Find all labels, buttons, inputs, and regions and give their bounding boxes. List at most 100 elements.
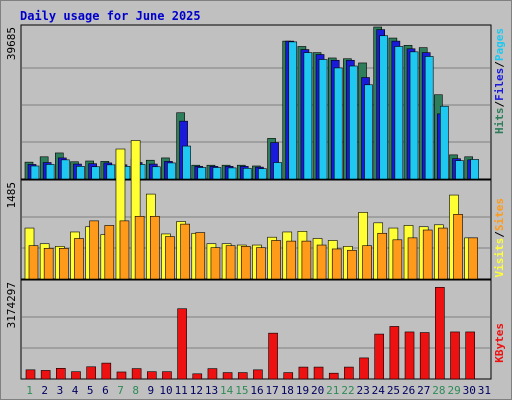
bar-kbytes-day-29 [450, 331, 460, 380]
day-label-31: 31 [478, 384, 491, 397]
bar-sites-day-16 [256, 247, 266, 280]
bar-kbytes-day-6 [101, 362, 112, 380]
bar-kbytes-day-13 [207, 368, 218, 380]
day-label-7: 7 [117, 384, 124, 397]
bar-kbytes-day-17 [268, 332, 278, 380]
bar-pages-day-20 [318, 59, 328, 180]
bar-sites-day-15 [240, 246, 251, 280]
day-label-20: 20 [311, 384, 324, 397]
bar-sites-day-10 [165, 236, 175, 280]
bar-pages-day-4 [76, 166, 85, 180]
bar-pages-day-3 [61, 159, 70, 180]
bar-kbytes-day-21 [328, 372, 339, 380]
bar-kbytes-day-9 [146, 371, 157, 380]
bar-kbytes-day-28 [435, 287, 445, 380]
bar-sites-day-24 [377, 232, 388, 280]
day-label-2: 2 [41, 384, 48, 397]
chart-title: Daily usage for June 2025 [20, 9, 201, 23]
bar-kbytes-day-22 [344, 366, 354, 380]
day-label-1: 1 [26, 384, 33, 397]
day-label-9: 9 [148, 384, 155, 397]
bar-sites-day-11 [180, 223, 190, 280]
bar-pages-day-5 [91, 166, 100, 180]
bar-sites-day-29 [453, 214, 463, 280]
bar-sites-day-6 [104, 225, 115, 280]
day-label-28: 28 [432, 384, 445, 397]
bar-sites-day-25 [392, 239, 403, 280]
bar-pages-day-18 [288, 41, 298, 180]
day-label-27: 27 [417, 384, 430, 397]
bar-pages-day-19 [303, 52, 313, 180]
day-label-18: 18 [281, 384, 294, 397]
bar-sites-day-21 [331, 248, 342, 280]
day-label-25: 25 [387, 384, 400, 397]
day-label-8: 8 [132, 384, 139, 397]
bar-pages-day-6 [106, 164, 116, 180]
bar-pages-day-1 [30, 165, 40, 180]
bar-sites-day-3 [59, 247, 69, 280]
day-label-30: 30 [463, 384, 476, 397]
bar-kbytes-day-23 [359, 357, 369, 380]
bar-pages-day-10 [167, 162, 176, 180]
bar-kbytes-day-3 [56, 368, 66, 380]
bar-kbytes-day-5 [86, 366, 96, 380]
day-label-10: 10 [159, 384, 172, 397]
bar-pages-day-16 [258, 168, 267, 180]
bar-kbytes-day-11 [177, 308, 187, 380]
bar-sites-day-4 [74, 238, 84, 280]
bar-pages-day-15 [242, 167, 252, 180]
day-label-14: 14 [220, 384, 234, 397]
bar-pages-day-12 [197, 167, 207, 180]
bar-pages-day-28 [440, 105, 449, 180]
bar-kbytes-day-25 [389, 326, 400, 380]
bar-pages-day-30 [470, 159, 479, 180]
day-label-4: 4 [72, 384, 79, 397]
bar-pages-day-24 [379, 35, 389, 180]
bar-kbytes-day-26 [404, 331, 415, 380]
bar-pages-day-29 [455, 160, 464, 180]
bar-kbytes-day-19 [298, 366, 309, 380]
day-label-29: 29 [447, 384, 460, 397]
bar-kbytes-day-15 [237, 372, 248, 380]
bar-kbytes-day-1 [25, 369, 36, 380]
day-label-15: 15 [235, 384, 248, 397]
day-label-11: 11 [175, 384, 188, 397]
bar-sites-day-2 [43, 247, 54, 280]
bar-kbytes-day-2 [40, 370, 51, 380]
bar-sites-day-17 [271, 240, 281, 280]
day-label-3: 3 [57, 384, 64, 397]
day-label-17: 17 [266, 384, 279, 397]
bar-pages-day-2 [45, 164, 55, 180]
bar-pages-day-17 [273, 162, 282, 180]
bar-pages-day-22 [349, 65, 358, 180]
bar-pages-day-23 [364, 84, 373, 180]
day-label-19: 19 [296, 384, 309, 397]
bar-pages-day-27 [424, 56, 434, 180]
bar-sites-day-13 [210, 247, 221, 280]
bar-sites-day-7 [119, 220, 130, 280]
bar-pages-day-21 [333, 67, 343, 180]
bar-pages-day-25 [394, 46, 404, 180]
bar-sites-day-30 [468, 237, 478, 280]
bar-kbytes-day-30 [465, 331, 475, 380]
bar-kbytes-day-14 [222, 372, 233, 380]
day-label-24: 24 [372, 384, 386, 397]
day-label-26: 26 [402, 384, 415, 397]
bar-kbytes-day-20 [313, 366, 324, 380]
bar-kbytes-day-10 [162, 371, 172, 380]
day-label-16: 16 [250, 384, 263, 397]
day-label-12: 12 [190, 384, 203, 397]
day-label-21: 21 [326, 384, 339, 397]
bar-kbytes-day-24 [374, 333, 385, 380]
day-label-22: 22 [341, 384, 354, 397]
bar-sites-day-12 [195, 232, 206, 280]
day-label-5: 5 [87, 384, 94, 397]
bar-sites-day-18 [286, 240, 297, 280]
bar-sites-day-14 [225, 245, 236, 280]
bar-kbytes-day-4 [71, 371, 81, 380]
bar-sites-day-23 [362, 245, 372, 280]
bar-pages-day-11 [182, 145, 191, 180]
bar-sites-day-27 [422, 229, 433, 280]
